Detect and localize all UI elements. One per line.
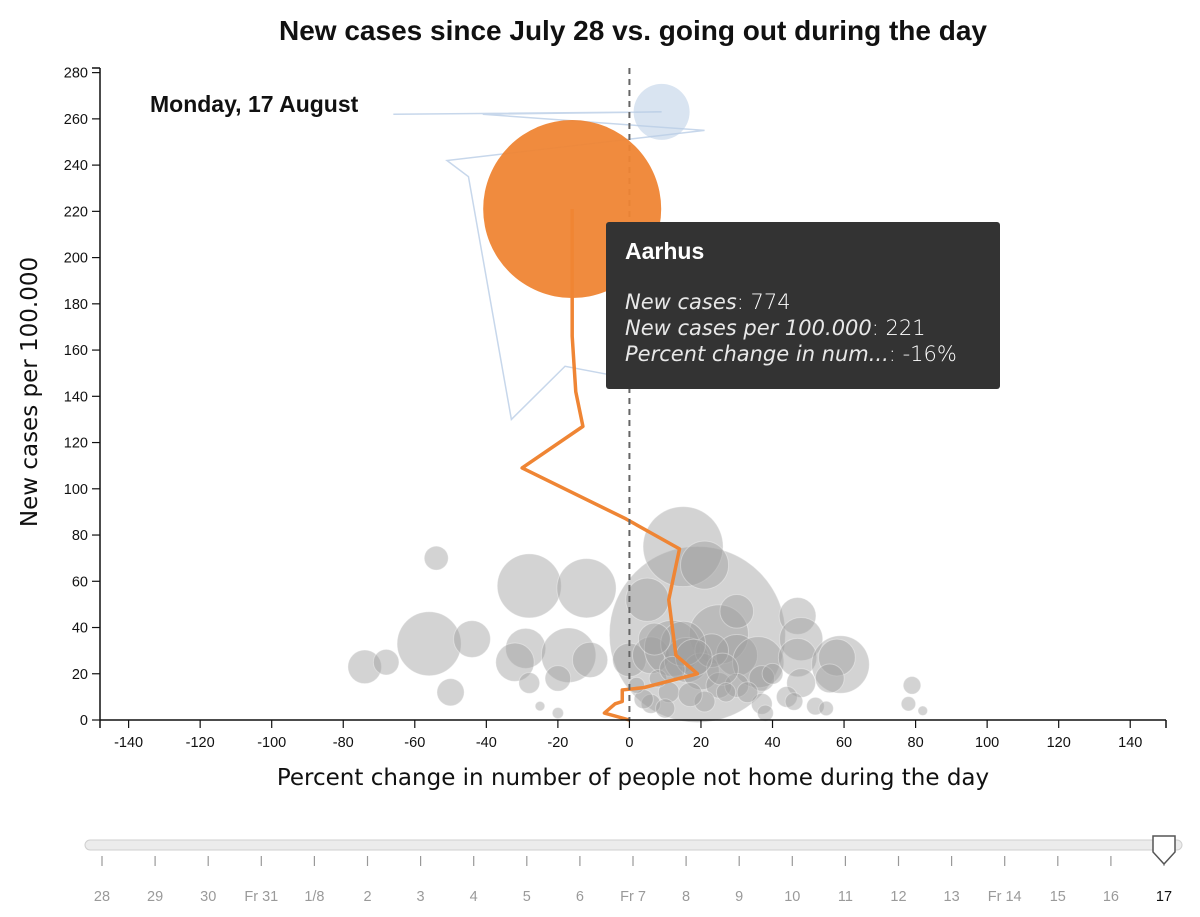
bubble — [678, 683, 702, 707]
y-tick-label: 0 — [80, 713, 88, 729]
x-tick-label: 140 — [1118, 735, 1142, 751]
bubble — [535, 701, 545, 711]
bubble — [737, 682, 758, 703]
date-slider[interactable]: 28 29 30 Fr 31 1/8 2 3 4 5 6 Fr 7 8 9 10 11 12 13 Fr 14 15… — [85, 836, 1182, 905]
y-axis-label: New cases per 100.000 — [17, 257, 43, 527]
tooltip: Aarhus New cases: 774 New cases per 100.… — [606, 222, 1000, 389]
slider-tick-label: Fr 7 — [620, 889, 646, 905]
y-tick-label: 20 — [72, 667, 88, 683]
x-tick-label: -140 — [114, 735, 143, 751]
slider-tick-label: 6 — [576, 889, 584, 905]
slider-track[interactable] — [85, 840, 1182, 850]
slider-tick-label: 16 — [1103, 889, 1119, 905]
bubble — [629, 677, 645, 693]
x-tick-label: -120 — [186, 735, 215, 751]
bubble — [552, 707, 563, 718]
bubble — [903, 677, 921, 695]
x-tick-label: 100 — [975, 735, 999, 751]
slider-tick-label: 1/8 — [304, 889, 324, 905]
x-tick-label: -20 — [547, 735, 568, 751]
y-axis: 0 20 40 60 80 100 120 140 160 180 200 220 240 260 280 — [64, 66, 100, 729]
slider-tick-label: 30 — [200, 889, 216, 905]
bubble — [557, 559, 616, 618]
y-tick-label: 80 — [72, 528, 88, 544]
x-tick-label: 60 — [836, 735, 852, 751]
bubble — [638, 623, 670, 655]
x-tick-label: 80 — [908, 735, 924, 751]
slider-tick-label: 17 — [1156, 889, 1172, 905]
y-tick-label: 180 — [64, 297, 88, 313]
bubble — [762, 663, 783, 684]
bubble — [519, 673, 540, 694]
x-tick-label: -40 — [476, 735, 497, 751]
y-tick-label: 240 — [64, 158, 88, 174]
slider-tick-label: 15 — [1050, 889, 1066, 905]
bubble — [815, 664, 844, 693]
bubble — [681, 541, 729, 589]
slider-tick-label: 11 — [838, 889, 853, 905]
x-tick-label: 40 — [764, 735, 780, 751]
slider-ticks: 28 29 30 Fr 31 1/8 2 3 4 5 6 Fr 7 8 9 10 11 12 13 Fr 14 15… — [94, 856, 1172, 905]
slider-tick-label: 9 — [735, 889, 743, 905]
bubble — [785, 693, 803, 711]
tooltip-row: Percent change in num...: -16% — [625, 341, 981, 367]
slider-tick-label: 13 — [944, 889, 960, 905]
date-label: Monday, 17 August — [150, 91, 359, 117]
x-tick-label: -80 — [333, 735, 354, 751]
slider-tick-label: 12 — [890, 889, 906, 905]
bubble — [918, 706, 928, 716]
x-tick-label: 0 — [625, 735, 633, 751]
slider-tick-label: 28 — [94, 889, 110, 905]
x-tick-label: 120 — [1047, 735, 1071, 751]
tooltip-row: New cases: 774 — [625, 289, 981, 315]
y-tick-label: 40 — [72, 621, 88, 637]
bubble — [454, 621, 491, 658]
y-tick-label: 200 — [64, 251, 88, 267]
bubble — [373, 649, 399, 675]
y-tick-label: 260 — [64, 112, 88, 128]
bubble — [819, 701, 833, 715]
bubble — [424, 546, 448, 570]
slider-tick-label: 29 — [147, 889, 163, 905]
slider-tick-label: 8 — [682, 889, 690, 905]
y-tick-label: 220 — [64, 204, 88, 220]
blue-bubble — [634, 84, 690, 140]
slider-tick-label: 3 — [417, 889, 425, 905]
tooltip-title: Aarhus — [625, 238, 981, 265]
bubble — [716, 683, 735, 702]
plot-area — [348, 68, 928, 722]
bubbles-layer — [348, 507, 928, 723]
bubble — [437, 679, 464, 706]
y-tick-label: 140 — [64, 389, 88, 405]
y-tick-label: 280 — [64, 66, 88, 82]
x-axis: -140 -120 -100 -80 -60 -40 -20 0 20 40 60 80 100 120 1… — [100, 720, 1166, 751]
x-tick-label: -100 — [257, 735, 286, 751]
bubble — [901, 697, 915, 711]
chart: New cases since July 28 vs. going out du… — [0, 0, 1200, 917]
bubble — [626, 578, 669, 621]
bubble — [497, 554, 561, 618]
slider-tick-label: 5 — [523, 889, 531, 905]
tooltip-row: New cases per 100.000: 221 — [625, 315, 981, 341]
bubble — [545, 666, 571, 692]
bubble — [656, 699, 675, 718]
bubble — [720, 595, 754, 629]
chart-title: New cases since July 28 vs. going out du… — [279, 15, 987, 46]
bubble — [572, 642, 607, 677]
slider-tick-label: 10 — [784, 889, 800, 905]
x-tick-label: -60 — [404, 735, 425, 751]
y-tick-label: 160 — [64, 343, 88, 359]
x-tick-label: 20 — [693, 735, 709, 751]
slider-tick-label: 4 — [470, 889, 478, 905]
bubble — [397, 612, 461, 676]
bubble — [757, 705, 773, 721]
x-axis-label: Percent change in number of people not h… — [277, 765, 989, 791]
slider-tick-label: 2 — [363, 889, 371, 905]
slider-tick-label: Fr 14 — [988, 889, 1022, 905]
y-tick-label: 100 — [64, 482, 88, 498]
y-tick-label: 120 — [64, 436, 88, 452]
slider-handle[interactable] — [1153, 836, 1175, 864]
y-tick-label: 60 — [72, 574, 88, 590]
slider-tick-label: Fr 31 — [244, 889, 278, 905]
